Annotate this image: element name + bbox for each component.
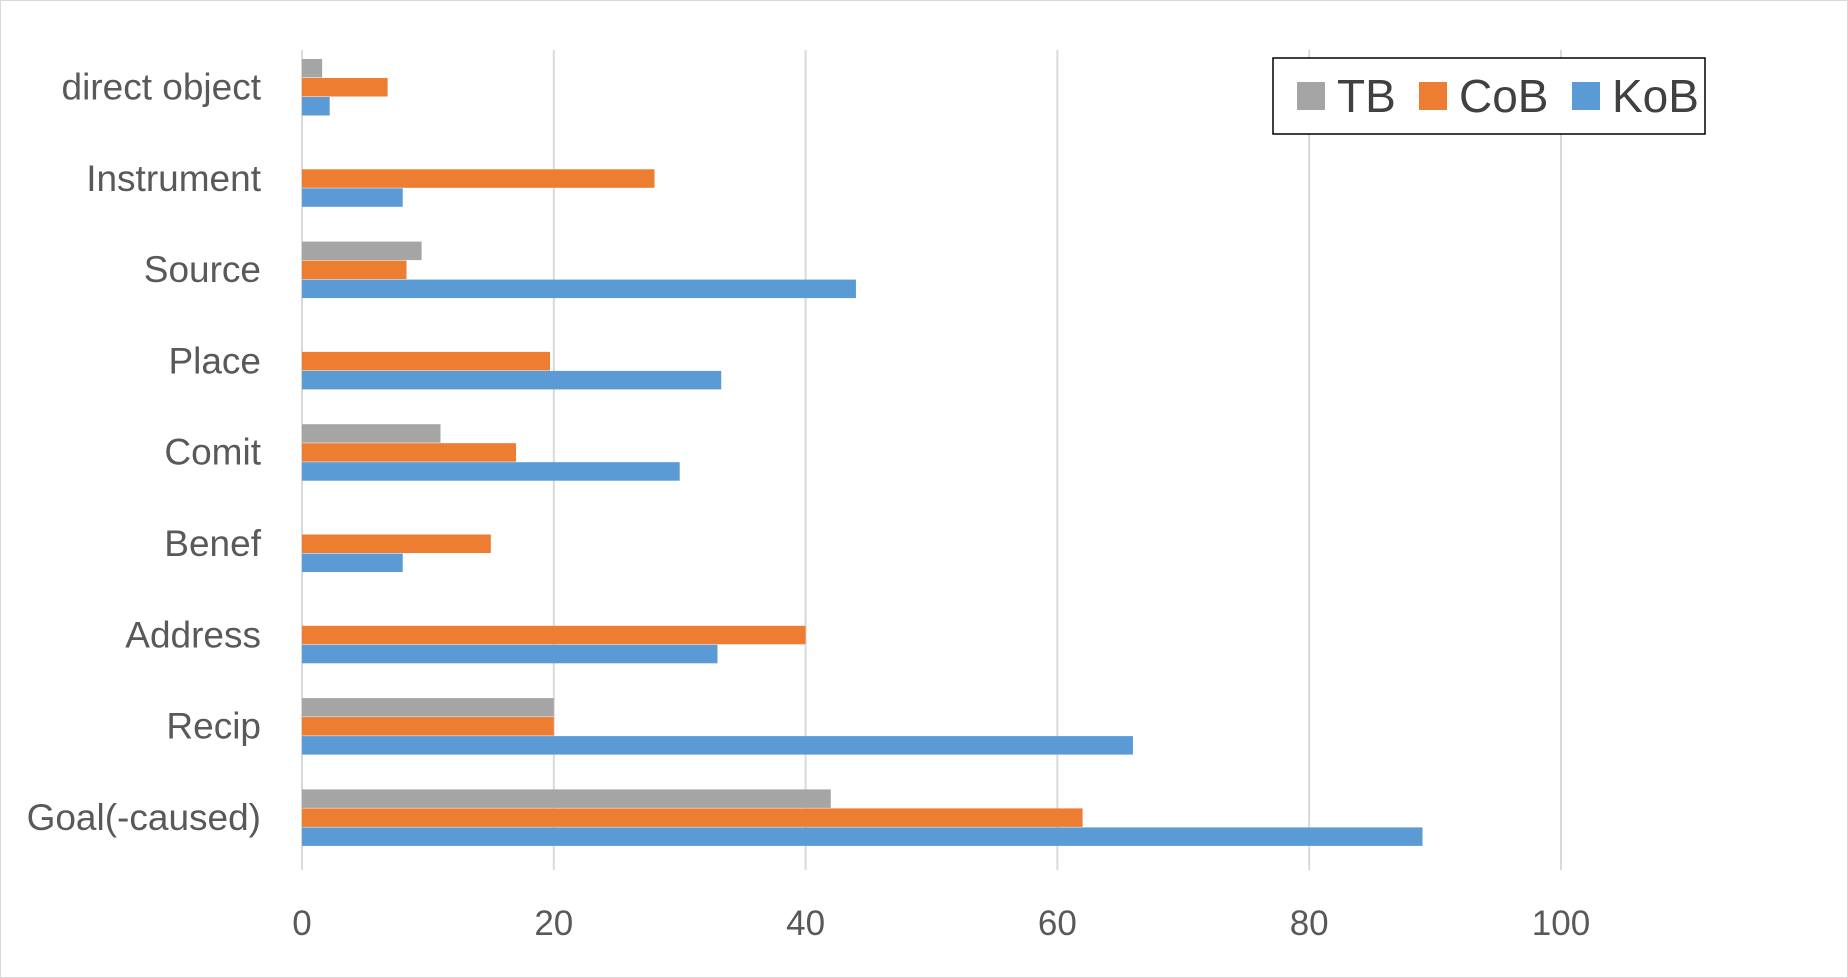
bar-benef-cob xyxy=(302,534,491,553)
x-tick-label-60: 60 xyxy=(1038,904,1077,943)
bar-benef-kob xyxy=(302,553,403,572)
bar-goal-caused-tb xyxy=(302,789,831,808)
bar-instrument-kob xyxy=(302,188,403,207)
legend-box xyxy=(1272,57,1706,135)
bar-recip-cob xyxy=(302,717,554,736)
bar-goal-caused-cob xyxy=(302,808,1083,827)
bar-direct-object-tb xyxy=(302,59,323,78)
bars xyxy=(302,59,1423,846)
x-tick-label-40: 40 xyxy=(786,904,825,943)
bar-address-kob xyxy=(302,644,718,664)
bar-place-cob xyxy=(302,351,551,371)
bar-place-kob xyxy=(302,370,722,390)
legend-label-tb: TB xyxy=(1337,70,1396,122)
bar-direct-object-cob xyxy=(302,78,388,97)
bar-goal-caused-kob xyxy=(302,827,1423,846)
bar-direct-object-kob xyxy=(302,97,330,116)
legend-swatch-cob xyxy=(1419,82,1447,110)
x-tick-label-0: 0 xyxy=(292,904,311,943)
legend-swatch-tb xyxy=(1297,82,1325,110)
bar-recip-kob xyxy=(302,736,1133,755)
bar-instrument-cob xyxy=(302,169,655,188)
category-label-benef: Benef xyxy=(164,523,261,564)
bar-comit-kob xyxy=(302,462,680,481)
category-label-comit: Comit xyxy=(164,432,261,473)
bar-comit-tb xyxy=(302,424,441,443)
bar-source-tb xyxy=(302,241,422,261)
legend-label-cob: CoB xyxy=(1459,70,1548,122)
bar-source-cob xyxy=(302,260,407,280)
bar-source-kob xyxy=(302,279,856,299)
category-label-place: Place xyxy=(168,340,261,381)
legend-swatch-kob xyxy=(1572,82,1600,110)
x-tick-labels: 0 20 40 60 80 100 xyxy=(292,904,1590,943)
x-tick-label-20: 20 xyxy=(534,904,573,943)
bar-comit-cob xyxy=(302,443,517,462)
bar-address-cob xyxy=(302,625,806,645)
x-tick-label-100: 100 xyxy=(1532,904,1590,943)
legend-label-kob: KoB xyxy=(1612,70,1699,122)
category-labels: Goal(-caused) Recip Address Benef Comit Place… xyxy=(27,67,262,838)
category-label-address: Address xyxy=(125,614,261,655)
category-label-direct-object: direct object xyxy=(62,67,262,108)
category-label-source: Source xyxy=(144,249,261,290)
category-label-instrument: Instrument xyxy=(86,158,262,199)
category-label-goal-caused: Goal(-caused) xyxy=(27,797,261,838)
bar-recip-tb xyxy=(302,698,554,717)
legend: TB CoB KoB xyxy=(1272,57,1706,135)
category-label-recip: Recip xyxy=(166,706,261,747)
x-tick-label-80: 80 xyxy=(1290,904,1329,943)
